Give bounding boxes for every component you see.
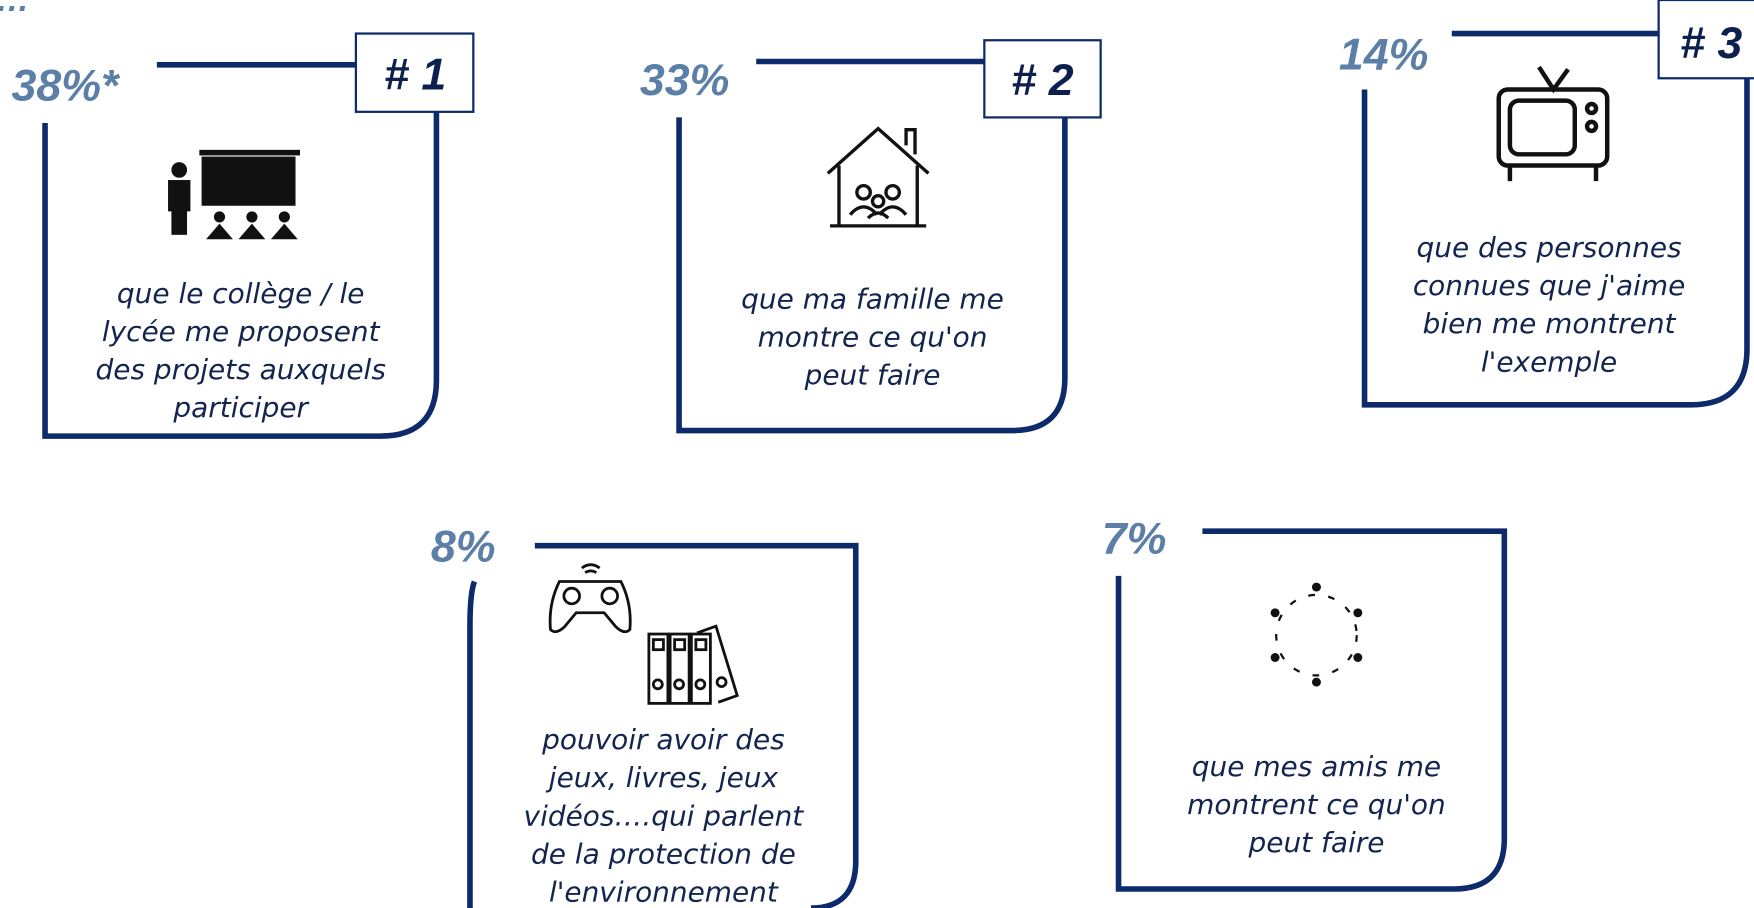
icon [168, 149, 300, 240]
icon [548, 563, 739, 705]
card-frame [676, 58, 1068, 434]
card: 8% pouvoir avoir des jeux, livres, jeux … [431, 522, 859, 908]
text-line: lycée me proposent [102, 315, 381, 348]
text-line: que le collège / le [117, 277, 365, 310]
text-line: montrent ce qu'on [1187, 788, 1446, 821]
icon [826, 126, 930, 228]
text-line: peut faire [1248, 826, 1385, 859]
text-line: que ma famille me [741, 283, 1004, 316]
percent: 14% [1339, 30, 1429, 79]
text-line: montre ce qu'on [758, 321, 988, 354]
percent: 8% [431, 522, 496, 571]
icon [1270, 582, 1363, 687]
card-frame [1361, 30, 1750, 408]
rank-box [1657, 0, 1754, 80]
text-line: de la protection de [531, 837, 796, 870]
card: # 2 33% que ma famille me montre ce qu'o… [640, 39, 1102, 434]
icon [1496, 65, 1610, 182]
card: # 3 14% que des personnes connues que j'… [1339, 0, 1754, 408]
text-line: l'environnement [549, 875, 779, 908]
card: 7% que mes amis me montrent ce qu'on peu… [1102, 515, 1508, 892]
text-line: connues que j'aime [1413, 269, 1685, 302]
text-line: participer [172, 391, 309, 424]
rank: # 3 [1680, 19, 1742, 68]
card-frame [42, 62, 440, 439]
rank: # 2 [1011, 56, 1073, 105]
rank-box [983, 39, 1102, 119]
card-frame [1115, 528, 1508, 892]
rank-box [354, 32, 475, 113]
text-line: des projets auxquels [96, 353, 386, 386]
rank: # 1 [384, 50, 446, 99]
card: # 1 38%* que le collège / le lycée me pr… [11, 32, 475, 439]
percent: 38%* [11, 62, 121, 111]
lead: … [0, 0, 29, 19]
percent: 33% [640, 56, 730, 105]
text-line: que des personnes [1417, 231, 1682, 264]
text-line: que mes amis me [1192, 750, 1441, 783]
percent: 7% [1102, 515, 1167, 564]
text-line: bien me montrent [1423, 307, 1677, 340]
text-line: peut faire [804, 359, 941, 392]
text-line: l'exemple [1481, 345, 1617, 378]
text-line: pouvoir avoir des [541, 723, 785, 756]
card-frame [467, 542, 859, 908]
text-line: jeux, livres, jeux [545, 761, 779, 794]
text-line: vidéos….qui parlent [524, 799, 805, 832]
